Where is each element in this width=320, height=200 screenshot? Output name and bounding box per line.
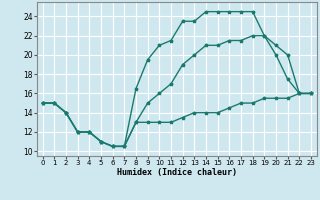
X-axis label: Humidex (Indice chaleur): Humidex (Indice chaleur) <box>117 168 237 177</box>
